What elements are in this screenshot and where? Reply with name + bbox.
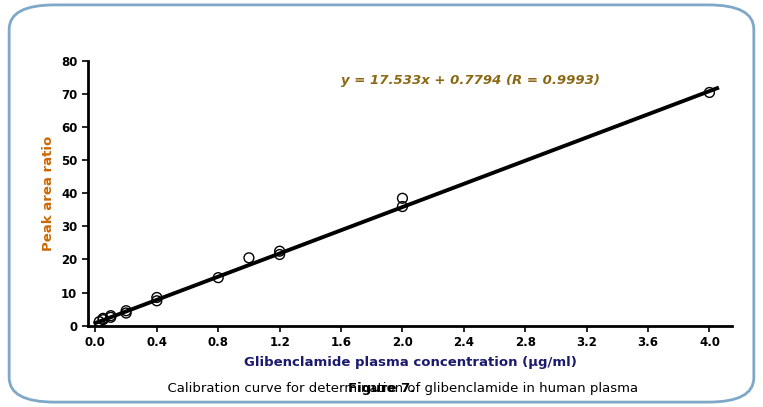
Point xyxy=(273,248,285,254)
Text: Calibration curve for determination of glibenclamide in human plasma: Calibration curve for determination of g… xyxy=(125,382,638,395)
Point xyxy=(703,89,716,96)
Point xyxy=(396,195,408,201)
Point xyxy=(212,274,224,281)
Point xyxy=(97,315,109,322)
Point xyxy=(120,310,132,316)
Point xyxy=(151,294,163,301)
Text: Figure 7.: Figure 7. xyxy=(348,382,415,395)
Point xyxy=(243,254,255,261)
Point xyxy=(396,203,408,210)
Text: y = 17.533x + 0.7794 (R = 0.9993): y = 17.533x + 0.7794 (R = 0.9993) xyxy=(341,74,600,87)
Point xyxy=(105,313,117,319)
Point xyxy=(120,307,132,314)
FancyBboxPatch shape xyxy=(9,5,754,402)
Point xyxy=(93,318,105,325)
X-axis label: Glibenclamide plasma concentration (μg/ml): Glibenclamide plasma concentration (μg/m… xyxy=(243,356,577,369)
Point xyxy=(97,316,109,323)
Y-axis label: Peak area ratio: Peak area ratio xyxy=(43,136,56,251)
Point xyxy=(151,298,163,304)
Point xyxy=(105,314,117,321)
Point xyxy=(273,251,285,258)
